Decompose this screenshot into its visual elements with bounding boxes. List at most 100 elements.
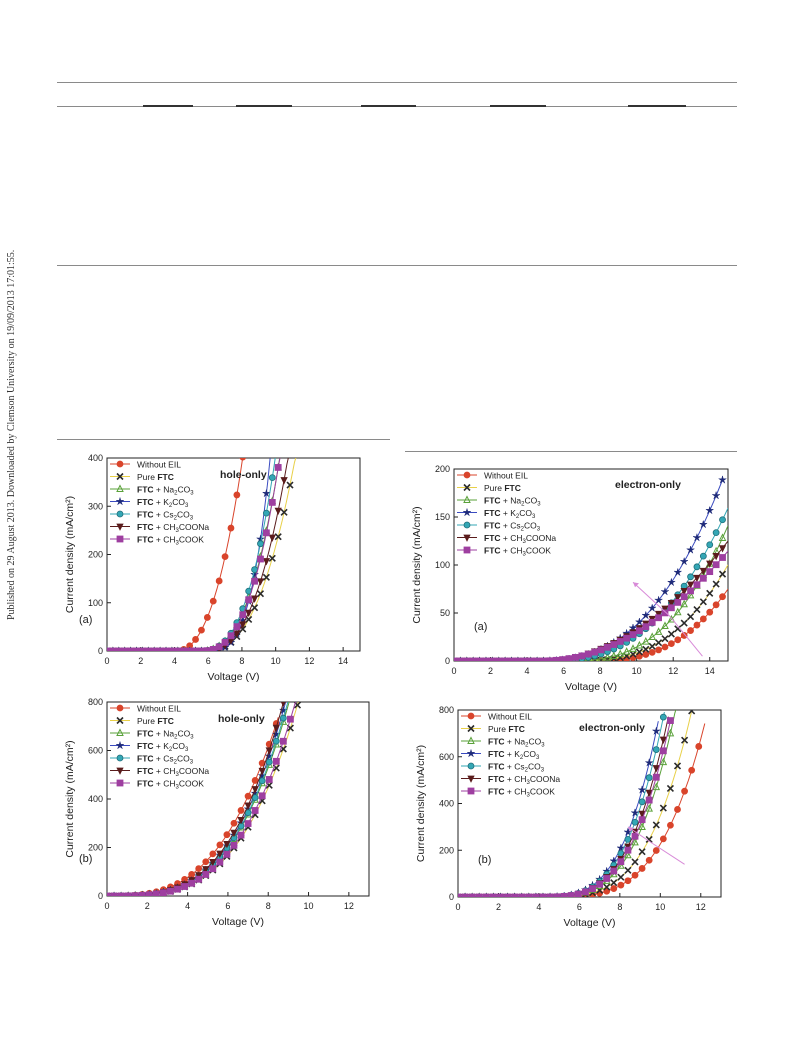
- data-point: [221, 553, 229, 561]
- data-point: [202, 858, 210, 866]
- data-point: [659, 736, 667, 744]
- data-point: [202, 871, 210, 878]
- data-point: [687, 627, 694, 634]
- legend-marker: [116, 472, 124, 481]
- data-point: [680, 599, 688, 608]
- x-tick-label: 6: [206, 656, 211, 666]
- data-point: [591, 648, 599, 656]
- data-point: [482, 893, 490, 897]
- data-point: [661, 643, 669, 651]
- y-tick-label: 100: [88, 598, 103, 608]
- data-point: [636, 652, 643, 660]
- data-point: [237, 807, 245, 814]
- data-point: [719, 593, 726, 601]
- data-point: [718, 533, 727, 541]
- data-point: [504, 893, 511, 897]
- y-tick-label: 0: [445, 656, 450, 666]
- data-point: [249, 569, 260, 579]
- data-point: [230, 829, 238, 838]
- data-point: [645, 835, 653, 844]
- data-point: [244, 792, 252, 800]
- table-top-rule: [57, 82, 737, 83]
- data-point: [673, 567, 683, 577]
- data-point: [245, 596, 253, 604]
- data-point: [695, 743, 703, 750]
- trend-arrow: [669, 615, 703, 657]
- data-point: [497, 893, 504, 897]
- data-point: [518, 893, 526, 897]
- legend-marker: [115, 496, 125, 506]
- data-point: [674, 625, 682, 633]
- data-point: [223, 831, 231, 839]
- data-point: [688, 710, 696, 715]
- data-point: [638, 822, 646, 830]
- y-tick-label: 0: [98, 891, 103, 901]
- data-point: [152, 890, 160, 896]
- series-line: [458, 710, 693, 897]
- data-point: [610, 641, 618, 648]
- data-point: [525, 893, 533, 897]
- data-point: [223, 840, 231, 849]
- data-point: [257, 540, 264, 548]
- data-point: [272, 757, 280, 765]
- data-point: [233, 623, 241, 631]
- x-axis-label: Voltage (V): [564, 917, 616, 929]
- data-point: [667, 640, 675, 648]
- x-tick-label: 14: [705, 666, 715, 676]
- data-point: [490, 893, 497, 897]
- data-point: [174, 885, 181, 893]
- data-point: [693, 574, 701, 583]
- legend-entry: FTC + CH3COOK: [137, 535, 204, 547]
- legend-entry: FTC + Na2CO3: [488, 737, 545, 749]
- data-point: [693, 563, 701, 571]
- data-point: [256, 578, 265, 586]
- x-axis-label: Voltage (V): [565, 681, 617, 693]
- data-point: [631, 871, 639, 879]
- data-point: [617, 861, 625, 869]
- data-point: [652, 821, 660, 829]
- data-point: [268, 554, 276, 562]
- data-point: [527, 657, 535, 661]
- data-point: [712, 529, 720, 537]
- data-point: [239, 611, 247, 619]
- data-point: [693, 621, 701, 629]
- data-point: [699, 598, 707, 606]
- legend-marker: [116, 779, 124, 787]
- data-point: [192, 636, 199, 643]
- data-point: [692, 532, 702, 542]
- legend-marker: [467, 762, 475, 770]
- legend-marker: [463, 471, 471, 479]
- legend-entry: FTC + K2CO3: [484, 508, 536, 520]
- data-point: [667, 600, 676, 608]
- legend-marker: [466, 748, 476, 758]
- data-point: [687, 587, 694, 595]
- data-point: [659, 835, 667, 843]
- data-point: [127, 647, 135, 651]
- legend-marker: [116, 523, 124, 531]
- legend-marker: [467, 724, 475, 733]
- x-tick-label: 10: [655, 902, 665, 912]
- data-point: [274, 507, 282, 515]
- data-point: [469, 657, 477, 661]
- data-point: [610, 651, 618, 660]
- data-point: [648, 642, 656, 650]
- trend-arrow: [651, 842, 685, 865]
- series-line: [454, 564, 728, 661]
- table-subrule: [236, 105, 292, 107]
- data-point: [475, 893, 483, 897]
- data-point: [195, 875, 203, 883]
- data-point: [638, 810, 646, 819]
- panel-label: (a): [79, 614, 92, 626]
- data-point: [661, 635, 669, 643]
- data-point: [195, 865, 203, 872]
- data-point: [121, 647, 129, 651]
- data-point: [280, 477, 288, 485]
- chart-hole-only-b: 0 2 4 6 8 10 12 0 200 400 600 800 Voltage (V) Current…: [64, 697, 370, 928]
- data-point: [258, 767, 266, 776]
- data-point: [644, 757, 654, 767]
- table-subrule: [143, 105, 193, 107]
- y-axis-label: Current density (mA/cm²): [64, 496, 76, 613]
- data-point: [482, 657, 490, 661]
- chart-annotation: electron-only: [579, 722, 645, 734]
- data-point: [712, 601, 720, 609]
